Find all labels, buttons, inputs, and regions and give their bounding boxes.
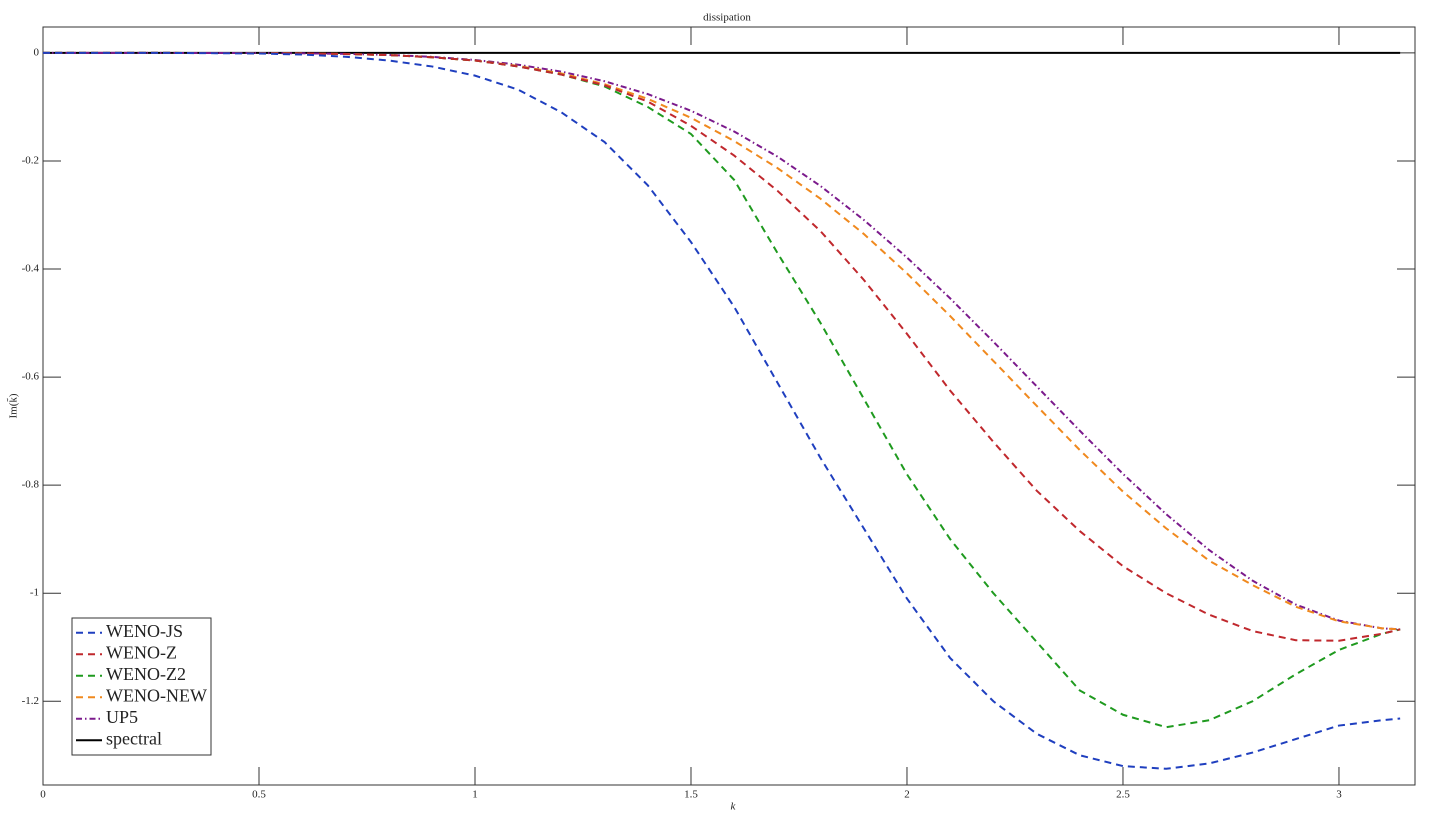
x-tick-label: 3 — [1336, 789, 1342, 801]
x-tick-label: 0.5 — [252, 789, 266, 801]
series-line — [43, 51, 1401, 729]
y-tick-label: -1.2 — [22, 695, 39, 707]
legend-label: spectral — [106, 728, 162, 748]
y-tick-label: 0 — [34, 46, 40, 58]
y-axis-label: Im(k̃) — [6, 393, 20, 418]
series-line — [43, 51, 1401, 770]
y-tick-label: -1 — [30, 587, 39, 599]
x-tick-label: 1.5 — [684, 789, 698, 801]
x-tick-label: 0 — [40, 789, 46, 801]
y-tick-label: -0.6 — [22, 371, 40, 383]
x-tick-label: 1 — [472, 789, 478, 801]
series-line — [43, 51, 1401, 642]
legend-label: WENO-JS — [106, 621, 183, 641]
plot-frame — [42, 26, 1416, 786]
legend-label: UP5 — [106, 707, 138, 727]
legend-label: WENO-NEW — [106, 685, 207, 705]
x-tick-label: 2.5 — [1116, 789, 1130, 801]
y-tick-label: -0.2 — [22, 155, 39, 167]
y-tick-label: -0.8 — [22, 479, 40, 491]
y-tick-label: -0.4 — [22, 263, 40, 275]
x-axis-label: k — [731, 801, 737, 813]
legend-label: WENO-Z — [106, 642, 177, 662]
series-line — [43, 51, 1401, 631]
chart-title: dissipation — [703, 12, 751, 24]
legend-label: WENO-Z2 — [106, 664, 186, 684]
legend-box — [71, 617, 212, 756]
x-tick-label: 2 — [904, 789, 910, 801]
series-line — [43, 51, 1401, 631]
